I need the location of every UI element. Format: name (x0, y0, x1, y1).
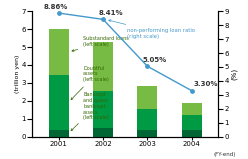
Y-axis label: (%): (%) (230, 68, 237, 80)
Bar (182, 130, 202, 137)
Bar (93, 128, 113, 137)
Text: 3.30%: 3.30% (194, 82, 218, 87)
Point (57, 12, 61, 14)
Bar (137, 109, 157, 130)
Bar (93, 91, 113, 128)
Bar (49, 75, 69, 130)
Bar (182, 115, 202, 130)
Bar (137, 86, 157, 109)
Text: Substandard loans
(left scale): Substandard loans (left scale) (72, 36, 129, 51)
Text: Doubtful
assets
(left scale): Doubtful assets (left scale) (71, 66, 109, 100)
Text: 8.41%: 8.41% (99, 10, 123, 16)
Point (190, 89, 194, 92)
Bar (137, 130, 157, 137)
Bar (182, 103, 202, 115)
Y-axis label: (trillion yen): (trillion yen) (15, 55, 20, 93)
Bar (49, 29, 69, 75)
Text: Bankrupt
and quasi-
bankrupt
assets
(left scale): Bankrupt and quasi- bankrupt assets (lef… (71, 92, 109, 131)
Bar (93, 42, 113, 91)
Text: 5.05%: 5.05% (143, 57, 167, 63)
Text: 8.86%: 8.86% (43, 4, 68, 10)
Text: non-performing loan ratio
(right scale): non-performing loan ratio (right scale) (109, 20, 195, 39)
Point (145, 65, 149, 68)
Text: (FY-end): (FY-end) (213, 152, 236, 157)
Bar (49, 130, 69, 137)
Point (101, 18, 105, 21)
